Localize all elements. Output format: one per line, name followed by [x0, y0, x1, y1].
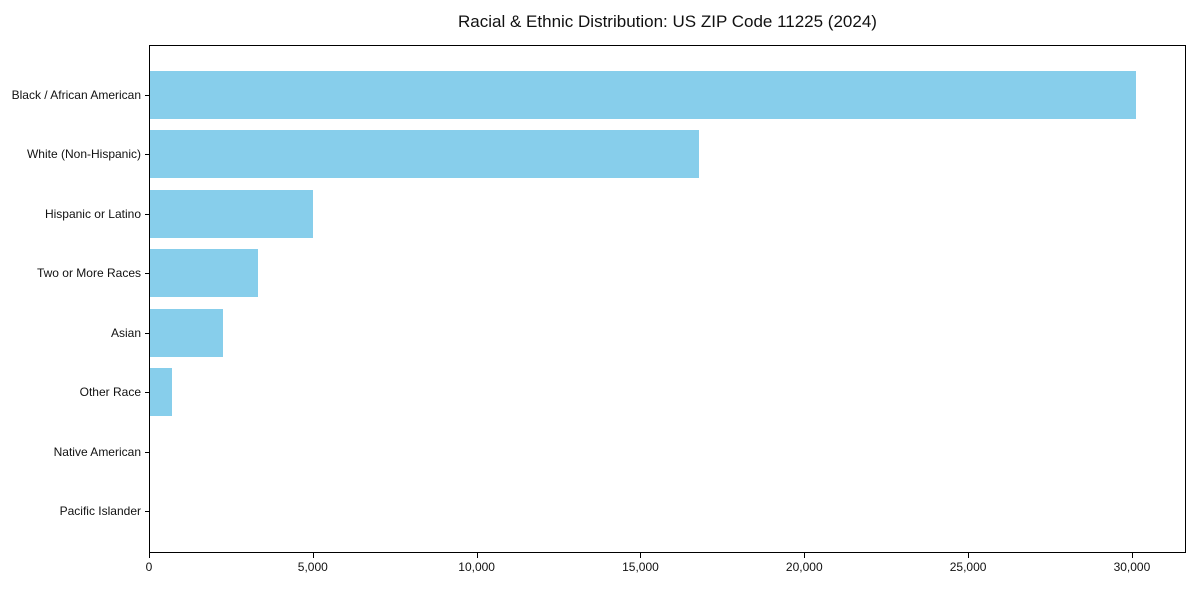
- x-tick-label: 0: [145, 560, 153, 574]
- y-axis-label: Native American: [53, 444, 141, 459]
- y-axis-label: Other Race: [79, 385, 141, 400]
- x-tick-mark: [968, 553, 970, 558]
- plot-area: [149, 45, 1186, 553]
- y-tick-mark: [145, 451, 149, 453]
- chart-title: Racial & Ethnic Distribution: US ZIP Cod…: [458, 12, 877, 31]
- y-axis-label: Pacific Islander: [59, 504, 141, 519]
- y-tick-mark: [145, 511, 149, 513]
- y-tick-mark: [145, 273, 149, 275]
- y-axis-label: Black / African American: [11, 87, 141, 102]
- bar: [150, 130, 699, 179]
- x-tick-mark: [804, 553, 806, 558]
- x-tick-mark: [1131, 553, 1133, 558]
- x-tick-label: 20,000: [785, 560, 823, 574]
- y-axis-label: Asian: [110, 325, 141, 340]
- y-tick-mark: [145, 94, 149, 96]
- x-tick-mark: [312, 553, 314, 558]
- y-axis-label: Two or More Races: [36, 266, 141, 281]
- bar: [150, 368, 172, 417]
- y-tick-mark: [145, 154, 149, 156]
- bar: [150, 308, 223, 357]
- x-tick-mark: [476, 553, 478, 558]
- x-tick-mark: [640, 553, 642, 558]
- x-tick-label: 30,000: [1113, 560, 1151, 574]
- y-axis-label: White (Non-Hispanic): [26, 147, 141, 162]
- y-axis-label: Hispanic or Latino: [44, 206, 141, 221]
- bar: [150, 249, 258, 298]
- y-tick-mark: [145, 392, 149, 394]
- x-tick-label: 25,000: [949, 560, 987, 574]
- bar: [150, 189, 314, 238]
- x-tick-label: 10,000: [458, 560, 495, 574]
- x-tick-mark: [149, 553, 150, 558]
- bar: [150, 70, 1136, 119]
- y-tick-mark: [145, 332, 149, 334]
- x-tick-label: 5,000: [297, 560, 328, 574]
- y-tick-mark: [145, 213, 149, 215]
- x-tick-label: 15,000: [622, 560, 659, 574]
